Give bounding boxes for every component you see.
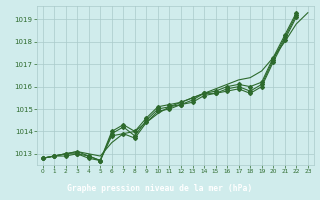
Text: Graphe pression niveau de la mer (hPa): Graphe pression niveau de la mer (hPa)	[68, 184, 252, 193]
